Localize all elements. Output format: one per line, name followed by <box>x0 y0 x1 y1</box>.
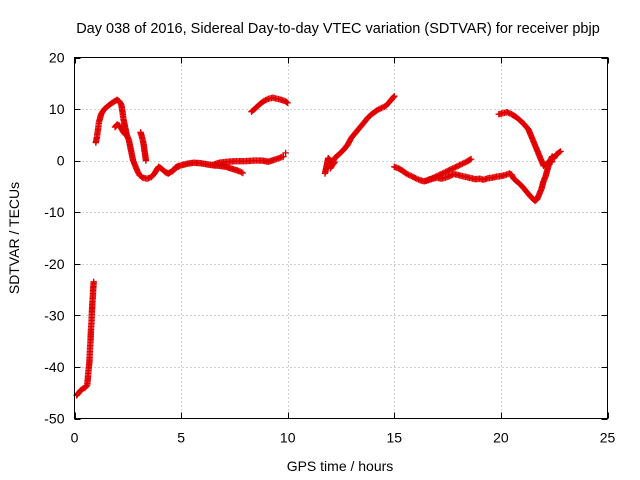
data-point <box>443 168 451 175</box>
series-track-8 <box>321 93 398 177</box>
series-track-5 <box>209 153 287 168</box>
x-axis-label: GPS time / hours <box>287 458 394 474</box>
data-point <box>134 169 142 176</box>
data-point <box>239 169 247 177</box>
data-point <box>412 175 419 182</box>
series-track-6 <box>248 94 291 115</box>
grid <box>74 57 608 419</box>
series-track-1 <box>73 278 97 399</box>
series-track-2b <box>111 121 129 139</box>
data-point <box>122 131 129 139</box>
series-track-3 <box>137 129 150 164</box>
data-point <box>390 94 397 101</box>
data-point <box>405 171 412 178</box>
data-point <box>450 164 458 172</box>
data-point <box>467 155 475 163</box>
x-tick-label: 0 <box>71 430 79 446</box>
y-tick-label: -30 <box>44 307 64 323</box>
data-point <box>238 169 245 176</box>
data-points <box>73 93 564 399</box>
data-point <box>456 161 463 169</box>
data-point <box>457 161 465 168</box>
x-tick-labels: 0 5 10 15 20 25 <box>71 430 616 446</box>
data-point <box>90 278 97 285</box>
data-point <box>284 99 291 107</box>
data-point <box>121 130 129 138</box>
y-tick-label: -50 <box>44 411 64 427</box>
data-point <box>236 168 244 175</box>
data-point <box>556 148 563 156</box>
data-point <box>408 172 415 180</box>
data-point <box>448 172 455 179</box>
x-tick-label: 5 <box>177 430 185 446</box>
series-track-7 <box>282 149 289 157</box>
data-point <box>282 149 289 157</box>
y-tick-label: -20 <box>44 256 64 272</box>
data-point <box>409 173 416 180</box>
data-point <box>442 168 449 176</box>
data-point <box>509 172 516 180</box>
data-point <box>449 165 456 172</box>
y-tick-label: 0 <box>57 153 65 169</box>
y-axis-label: SDTVAR / TECUs <box>6 182 22 294</box>
data-point <box>459 160 466 167</box>
data-point <box>504 109 511 116</box>
data-point <box>391 93 398 100</box>
data-point <box>331 159 338 166</box>
plot-frame <box>74 57 608 419</box>
data-point <box>376 105 384 112</box>
data-point <box>262 96 269 104</box>
data-point <box>445 167 452 174</box>
y-tick-label: 10 <box>49 101 65 117</box>
data-point <box>330 159 338 167</box>
data-point <box>557 148 564 155</box>
chart-title: Day 038 of 2016, Sidereal Day-to-day VTE… <box>76 21 600 37</box>
x-tick-label: 20 <box>493 430 509 446</box>
y-tick-labels: -50 -40 -30 -20 -10 0 10 20 <box>44 50 64 427</box>
y-tick-label: -10 <box>44 204 64 220</box>
x-tick-label: 25 <box>600 430 616 446</box>
y-tick-label: -40 <box>44 359 64 375</box>
data-point <box>455 162 462 169</box>
data-point <box>142 157 150 164</box>
series-track-9 <box>327 159 338 172</box>
data-point <box>283 98 290 106</box>
data-point <box>548 158 556 165</box>
y-tick-label: 20 <box>49 50 65 66</box>
data-point <box>375 106 382 113</box>
data-point <box>280 153 287 160</box>
data-point <box>452 164 459 171</box>
series-track-12 <box>495 109 556 169</box>
x-tick-label: 15 <box>387 430 403 446</box>
series-track-11 <box>425 148 564 205</box>
data-point <box>411 174 418 181</box>
data-point <box>175 163 182 170</box>
axis-ticks <box>74 57 609 420</box>
series-track-2 <box>92 96 183 182</box>
x-tick-label: 10 <box>280 430 296 446</box>
